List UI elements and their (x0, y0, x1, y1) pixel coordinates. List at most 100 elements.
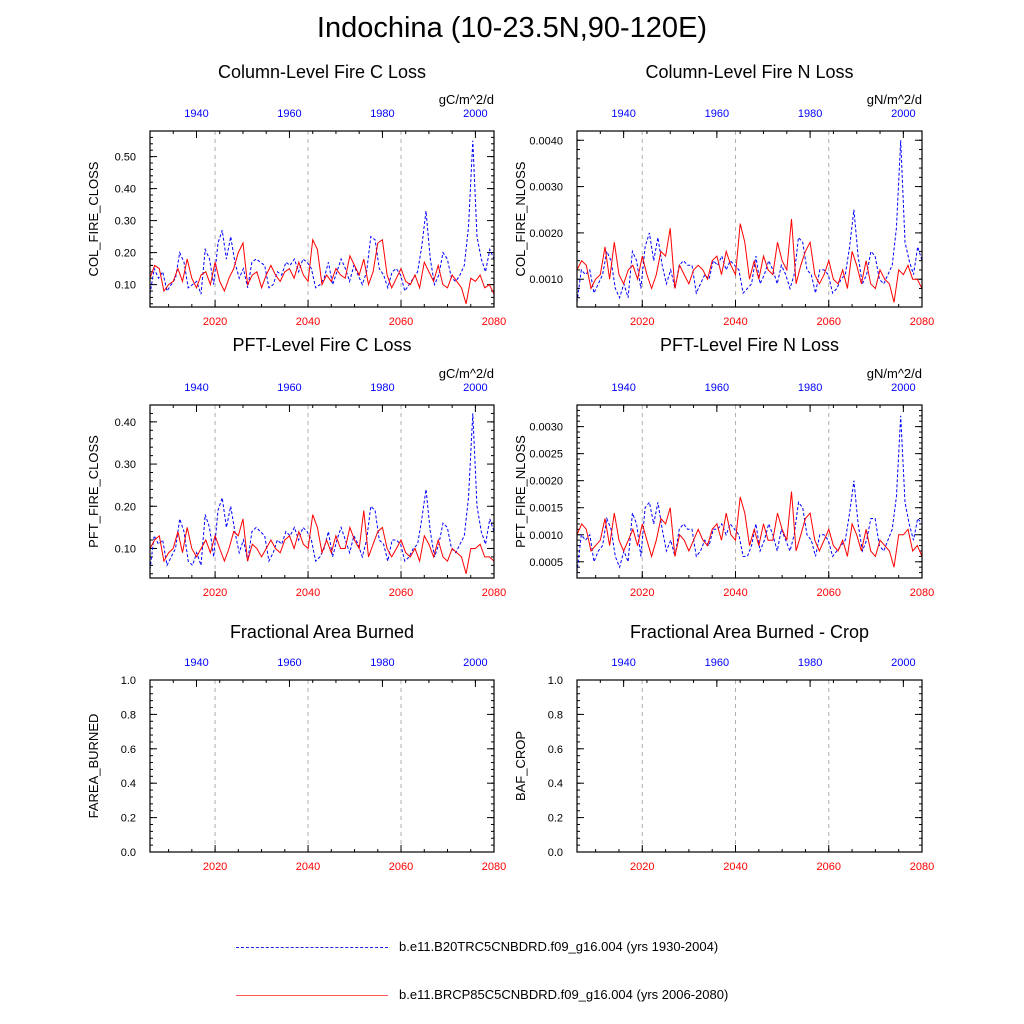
x-top-tick-label: 1940 (611, 108, 635, 120)
y-tick-label: 0.30 (115, 459, 136, 471)
y-tick-label: 0.0 (121, 847, 136, 859)
y-tick-label: 0.4 (548, 778, 563, 790)
x-tick-label: 2080 (910, 316, 934, 328)
x-tick-label: 2040 (723, 587, 747, 599)
x-top-tick-label: 1940 (611, 657, 635, 669)
y-tick-label: 0.2 (548, 813, 563, 825)
x-tick-label: 2040 (723, 861, 747, 873)
y-tick-label: 0.0010 (529, 274, 563, 286)
panel-6: Fractional Area Burned - Crop BAF_CROP 202… (513, 622, 934, 873)
x-top-tick-label: 1980 (798, 382, 822, 394)
x-top-tick-label: 1960 (277, 108, 301, 120)
x-tick-label: 2080 (910, 861, 934, 873)
x-tick-label: 2020 (630, 861, 654, 873)
y-tick-label: 0.0030 (529, 182, 563, 194)
x-top-tick-label: 1960 (705, 657, 729, 669)
x-tick-label: 2080 (482, 861, 506, 873)
y-tick-label: 0.0010 (529, 530, 563, 542)
x-tick-label: 2060 (817, 316, 841, 328)
x-top-tick-label: 1980 (798, 657, 822, 669)
x-tick-label: 2040 (723, 316, 747, 328)
x-tick-label: 2060 (389, 861, 413, 873)
x-tick-label: 2040 (296, 861, 320, 873)
y-tick-label: 0.40 (115, 417, 136, 429)
plot-frame (576, 679, 923, 853)
x-tick-label: 2020 (203, 587, 227, 599)
x-top-tick-label: 1980 (798, 108, 822, 120)
x-top-tick-label: 1940 (184, 108, 208, 120)
series-line-historical (150, 413, 494, 570)
x-tick-label: 2080 (482, 587, 506, 599)
plot-frame (149, 679, 495, 853)
x-top-tick-label: 1980 (370, 108, 394, 120)
x-top-tick-label: 1960 (277, 382, 301, 394)
y-tick-label: 0.0020 (529, 476, 563, 488)
panel-1: Column-Level Fire C Loss gC/m^2/d COL_FIRE… (86, 62, 506, 328)
y-tick-label: 1.0 (121, 675, 136, 687)
legend-label-rcp85: b.e11.BRCP85C5CNBDRD.f09_g16.004 (yrs 20… (399, 987, 729, 1002)
x-top-tick-label: 2000 (463, 657, 487, 669)
y-tick-label: 0.6 (121, 744, 136, 756)
legend-label-historical: b.e11.B20TRC5CNBDRD.f09_g16.004 (yrs 193… (399, 939, 719, 954)
y-tick-label: 0.8 (548, 709, 563, 721)
series-line-rcp85 (150, 238, 494, 304)
y-axis-label: PFT_FIRE_NLOSS (513, 435, 528, 548)
x-tick-label: 2080 (910, 587, 934, 599)
x-tick-label: 2040 (296, 316, 320, 328)
y-tick-label: 1.0 (548, 675, 563, 687)
x-top-tick-label: 2000 (463, 382, 487, 394)
plot-frame (149, 130, 495, 308)
y-tick-label: 0.20 (115, 501, 136, 513)
series-line-historical (150, 140, 494, 295)
y-tick-label: 0.0015 (529, 503, 563, 515)
y-tick-label: 0.0040 (529, 135, 563, 147)
y-axis-label: COL_FIRE_CLOSS (86, 161, 101, 276)
x-top-tick-label: 1940 (184, 657, 208, 669)
panel-4: PFT-Level Fire N Loss gN/m^2/d PFT_FIRE_NL… (513, 335, 934, 599)
panel-2: Column-Level Fire N Loss gN/m^2/d COL_FIRE… (513, 62, 934, 328)
legend-swatch-dashed-blue (236, 947, 388, 948)
x-tick-label: 2080 (482, 316, 506, 328)
x-top-tick-label: 1980 (370, 657, 394, 669)
y-tick-label: 0.30 (115, 216, 136, 228)
panel-5: Fractional Area Burned FAREA_BURNED 2020 20… (86, 622, 506, 873)
y-tick-label: 0.0005 (529, 557, 563, 569)
y-tick-label: 0.40 (115, 184, 136, 196)
x-top-tick-label: 2000 (891, 657, 915, 669)
x-tick-label: 2060 (817, 861, 841, 873)
series-line-rcp85 (577, 491, 922, 568)
x-tick-label: 2060 (817, 587, 841, 599)
y-axis-label: COL_FIRE_NLOSS (513, 161, 528, 276)
x-top-tick-label: 1960 (705, 108, 729, 120)
x-top-tick-label: 1940 (611, 382, 635, 394)
x-tick-label: 2020 (203, 316, 227, 328)
panel-title: PFT-Level Fire N Loss (660, 335, 839, 355)
panel-title: Column-Level Fire C Loss (218, 62, 426, 82)
series-line-rcp85 (150, 510, 494, 574)
x-top-tick-label: 1940 (184, 382, 208, 394)
y-tick-label: 0.50 (115, 152, 136, 164)
x-tick-label: 2060 (389, 587, 413, 599)
panel-3: PFT-Level Fire C Loss gC/m^2/d PFT_FIRE_CL… (86, 335, 506, 599)
panel-title: Fractional Area Burned (230, 622, 414, 642)
y-tick-label: 0.10 (115, 280, 136, 292)
x-top-tick-label: 1960 (277, 657, 301, 669)
y-axis-label: FAREA_BURNED (86, 714, 101, 819)
y-tick-label: 0.20 (115, 248, 136, 260)
y-tick-label: 0.2 (121, 813, 136, 825)
x-top-tick-label: 1960 (705, 382, 729, 394)
x-tick-label: 2020 (630, 316, 654, 328)
y-tick-label: 0.0025 (529, 449, 563, 461)
figure-title: Indochina (10-23.5N,90-120E) (316, 12, 708, 44)
units-label: gN/m^2/d (867, 92, 922, 107)
y-axis-label: BAF_CROP (513, 731, 528, 801)
x-top-tick-label: 1980 (370, 382, 394, 394)
series-line-historical (577, 140, 922, 303)
y-tick-label: 0.0 (548, 847, 563, 859)
panel-title: Fractional Area Burned - Crop (630, 622, 869, 642)
series-line-historical (577, 415, 922, 573)
x-tick-label: 2040 (296, 587, 320, 599)
series-line-rcp85 (577, 218, 922, 303)
x-top-tick-label: 2000 (463, 108, 487, 120)
